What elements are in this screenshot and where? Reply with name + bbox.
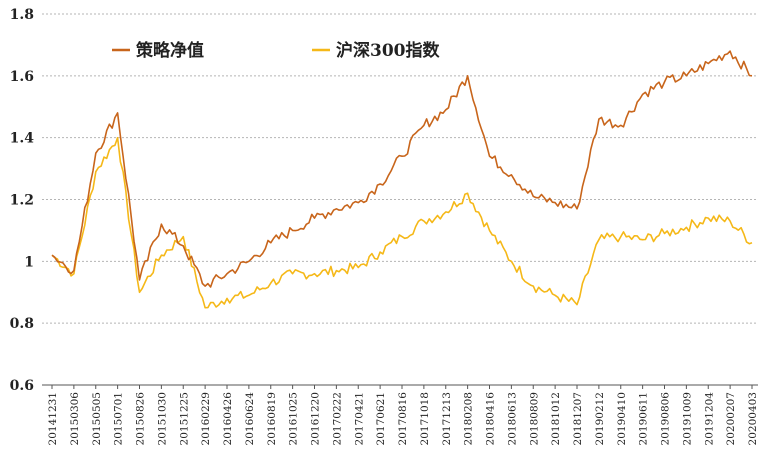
x-tick-label: 20190806 [660, 392, 672, 446]
x-tick-label: 20160426 [222, 392, 234, 446]
x-tick-label: 20161220 [310, 392, 322, 445]
y-tick-label: 1.4 [10, 131, 35, 147]
x-tick-label: 20171213 [441, 392, 453, 445]
x-tick-label: 20151030 [156, 392, 168, 445]
x-tick-label: 20200207 [725, 392, 737, 445]
series-layer [51, 50, 753, 309]
x-tick-label: 20190410 [616, 392, 628, 445]
x-tick-label: 20180809 [528, 392, 540, 445]
x-axis [42, 384, 758, 389]
x-tick-label: 20181012 [550, 392, 562, 445]
x-tick-label: 20161025 [288, 392, 300, 445]
y-tick-label: 0.8 [10, 316, 34, 332]
x-tick-label: 20160229 [200, 392, 212, 445]
x-tick-label: 20150701 [113, 392, 125, 445]
y-tick-label: 1.8 [10, 7, 34, 23]
x-tick-label: 20170816 [397, 392, 409, 446]
x-tick-label: 20150505 [91, 392, 103, 445]
series-line-1 [51, 136, 753, 309]
x-tick-label: 20200403 [747, 392, 759, 445]
x-tick-label: 20170222 [331, 392, 343, 445]
x-tick-label: 20150826 [135, 392, 147, 446]
x-tick-label: 20181207 [572, 392, 584, 445]
legend-label-csi300: 沪深300指数 [336, 40, 440, 61]
x-tick-label: 20191009 [681, 392, 693, 445]
y-tick-label: 1 [24, 254, 34, 270]
legend: 策略净值 沪深300指数 [112, 40, 440, 61]
x-tick-label: 20160624 [244, 392, 256, 446]
x-tick-label: 20150306 [69, 392, 81, 446]
legend-label-strategy: 策略净值 [136, 40, 204, 61]
x-tick-label: 20191204 [703, 392, 715, 446]
x-tick-label: 20141231 [47, 392, 59, 445]
x-tick-label: 20190212 [594, 392, 606, 445]
x-tick-label: 20160819 [266, 392, 278, 445]
y-tick-label: 1.2 [10, 193, 34, 209]
x-tick-label: 20180416 [485, 392, 497, 446]
x-tick-label: 20151225 [178, 392, 190, 445]
x-tick-label: 20180208 [463, 392, 475, 445]
y-tick-label: 1.6 [10, 69, 34, 85]
y-tick-label: 0.6 [10, 378, 34, 394]
x-tick-label: 20190611 [638, 392, 650, 445]
series-line-0 [51, 50, 753, 288]
x-tick-label: 20170421 [353, 392, 365, 445]
gridlines [42, 13, 758, 386]
y-axis-ticks: 0.6 0.8 1 1.2 1.4 1.6 1.8 [10, 7, 35, 394]
x-axis-ticks: 20141231 20150306 20150505 20150701 20150826… [47, 392, 759, 446]
x-tick-label: 20180613 [506, 392, 518, 445]
x-tick-label: 20170621 [375, 392, 387, 445]
x-tick-label: 20171018 [419, 392, 431, 445]
